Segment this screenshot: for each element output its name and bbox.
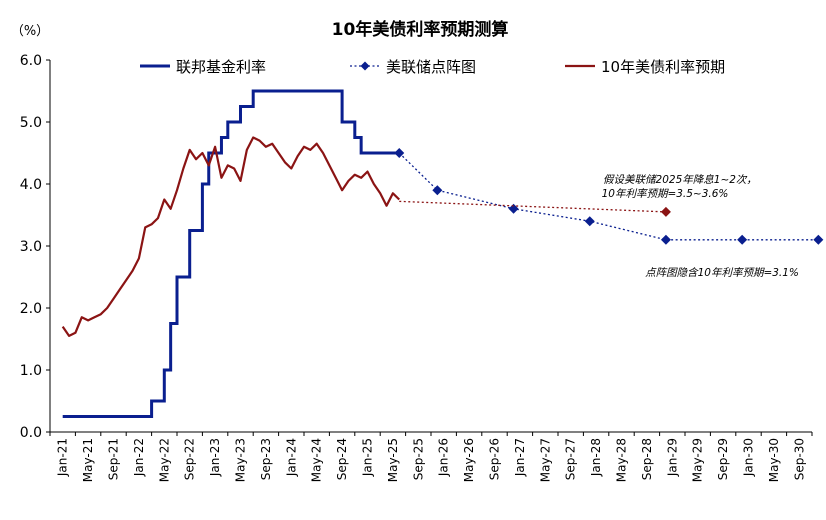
y-tick-label: 4.0: [20, 177, 42, 193]
chart-title: 10年美债利率预期测算: [332, 19, 509, 40]
dot-plot-point: [813, 234, 824, 245]
x-tick-label: Jan-24: [284, 438, 298, 477]
legend-item: 10年美债利率预期: [565, 58, 725, 76]
y-tick-label: 2.0: [20, 301, 42, 317]
x-tick-label: May-22: [157, 438, 171, 482]
annotation-rate-cut-line1: 假设美联储2025年降息1~2次，: [603, 174, 757, 186]
x-tick-label: Sep-26: [488, 438, 502, 480]
y-tick-label: 0.0: [20, 425, 42, 441]
legend: 联邦基金利率 美联储点阵图 10年美债利率预期: [140, 58, 725, 76]
x-tick-label: May-21: [81, 438, 95, 482]
x-tick-label: Sep-28: [640, 438, 654, 480]
axes: 0.0 1.0 2.0 3.0 4.0 5.0 6.0 Jan-21 May-21 Sep-21 J…: [20, 53, 813, 482]
x-tick-label: Sep-21: [107, 438, 121, 480]
series-10y-yield: [61, 136, 401, 337]
dot-plot-point: [508, 203, 519, 214]
legend-marker: [360, 61, 370, 71]
x-tick-label: May-25: [386, 438, 400, 482]
dot-plot-point: [394, 148, 405, 158]
series-10y-projection: [399, 200, 666, 213]
x-tick-label: Jan-25: [361, 438, 375, 477]
annotation-rate-cut-line2: 10年利率预期=3.5~3.6%: [602, 188, 729, 200]
x-tick-label: May-24: [310, 438, 324, 482]
x-tick-label: Jan-23: [208, 438, 222, 477]
projection-point: [660, 206, 671, 217]
x-tick-label: Sep-24: [335, 438, 349, 480]
legend-item: 联邦基金利率: [140, 58, 266, 76]
dot-plot-point: [432, 185, 443, 196]
annotations: 假设美联储2025年降息1~2次， 10年利率预期=3.5~3.6% 点阵图隐含10…: [602, 174, 799, 279]
x-tick-label: Sep-27: [564, 438, 578, 480]
y-axis-label: （%）: [11, 24, 49, 39]
x-tick-label: Sep-22: [183, 438, 197, 480]
y-tick-label: 3.0: [20, 239, 42, 255]
x-tick-label: May-29: [691, 438, 705, 482]
y-tick-label: 6.0: [20, 53, 42, 69]
x-tick-label: May-28: [615, 438, 629, 482]
x-tick-label: Sep-23: [259, 438, 273, 480]
y-tick-label: 5.0: [20, 115, 42, 131]
x-tick-label: Sep-25: [411, 438, 425, 480]
x-tick-label: Sep-29: [716, 438, 730, 480]
dot-plot-point: [660, 234, 671, 245]
y-tick-label: 1.0: [20, 363, 42, 379]
x-tick-label: Jan-28: [589, 438, 603, 477]
x-tick-label: Jan-30: [742, 438, 756, 477]
dot-plot-point: [737, 234, 748, 245]
series-fed-funds-rate: [62, 89, 400, 418]
x-tick-label: Jan-26: [437, 438, 451, 477]
x-tick-label: May-23: [234, 438, 248, 482]
x-tick-label: Jan-22: [132, 438, 146, 477]
legend-item: 美联储点阵图: [350, 58, 476, 76]
annotation-dot-plot: 点阵图隐含10年利率预期=3.1%: [645, 267, 799, 279]
x-tick-label: Sep-30: [792, 438, 806, 480]
x-tick-label: Jan-27: [513, 438, 527, 477]
legend-label: 10年美债利率预期: [601, 58, 725, 76]
x-tick-label: Jan-29: [665, 438, 679, 477]
x-tick-label: May-27: [538, 438, 552, 482]
dot-plot-point: [584, 216, 595, 227]
x-tick-label: May-30: [767, 438, 781, 482]
legend-label: 美联储点阵图: [386, 58, 476, 76]
legend-label: 联邦基金利率: [176, 58, 266, 76]
x-tick-label: May-26: [462, 438, 476, 482]
plot-area: [61, 89, 824, 418]
x-tick-label: Jan-21: [56, 438, 70, 477]
